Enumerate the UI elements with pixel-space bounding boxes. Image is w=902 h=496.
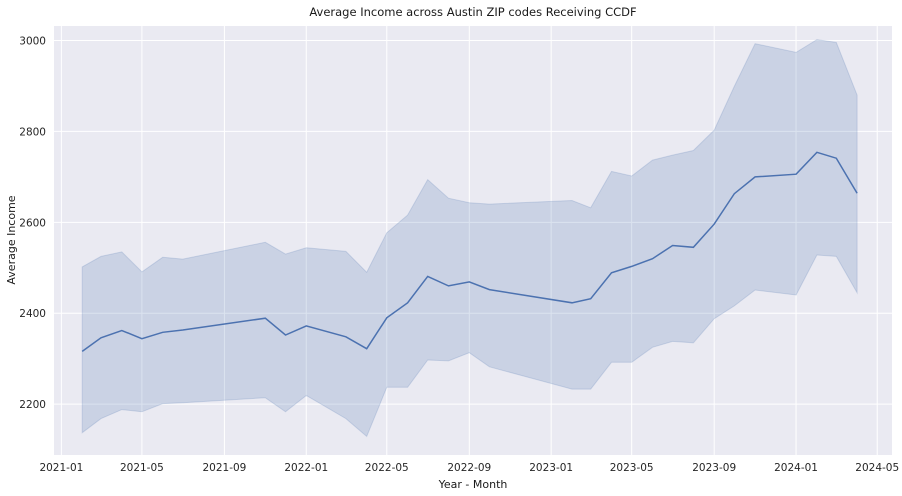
x-tick-labels: 2021-01 2021-05 2021-09 2022-01 2022-05 2022-… (39, 462, 899, 474)
y-tick-label: 2200 (19, 399, 46, 411)
y-tick-label: 2800 (19, 126, 46, 138)
x-tick-label: 2021-01 (39, 462, 83, 474)
x-tick-label: 2022-09 (447, 462, 491, 474)
x-tick-label: 2023-05 (610, 462, 654, 474)
gridlines (54, 26, 892, 455)
chart-title: Average Income across Austin ZIP codes R… (309, 5, 636, 19)
x-tick-label: 2024-01 (774, 462, 818, 474)
y-tick-labels: 2200 2400 2600 2800 3000 (19, 36, 46, 412)
confidence-band (81, 39, 858, 438)
x-tick-label: 2021-09 (202, 462, 246, 474)
y-tick-label: 2600 (19, 217, 46, 229)
x-axis-label: Year - Month (438, 478, 508, 491)
x-tick-label: 2024-05 (855, 462, 899, 474)
mean-line (81, 151, 858, 353)
x-tick-label: 2021-05 (120, 462, 164, 474)
y-axis-label: Average Income (5, 195, 18, 284)
x-tick-label: 2022-05 (365, 462, 409, 474)
y-tick-label: 3000 (19, 36, 46, 48)
x-tick-label: 2023-09 (692, 462, 736, 474)
x-tick-label: 2022-01 (284, 462, 328, 474)
y-tick-label: 2400 (19, 308, 46, 320)
plot-background (54, 26, 892, 455)
x-tick-label: 2023-01 (529, 462, 573, 474)
